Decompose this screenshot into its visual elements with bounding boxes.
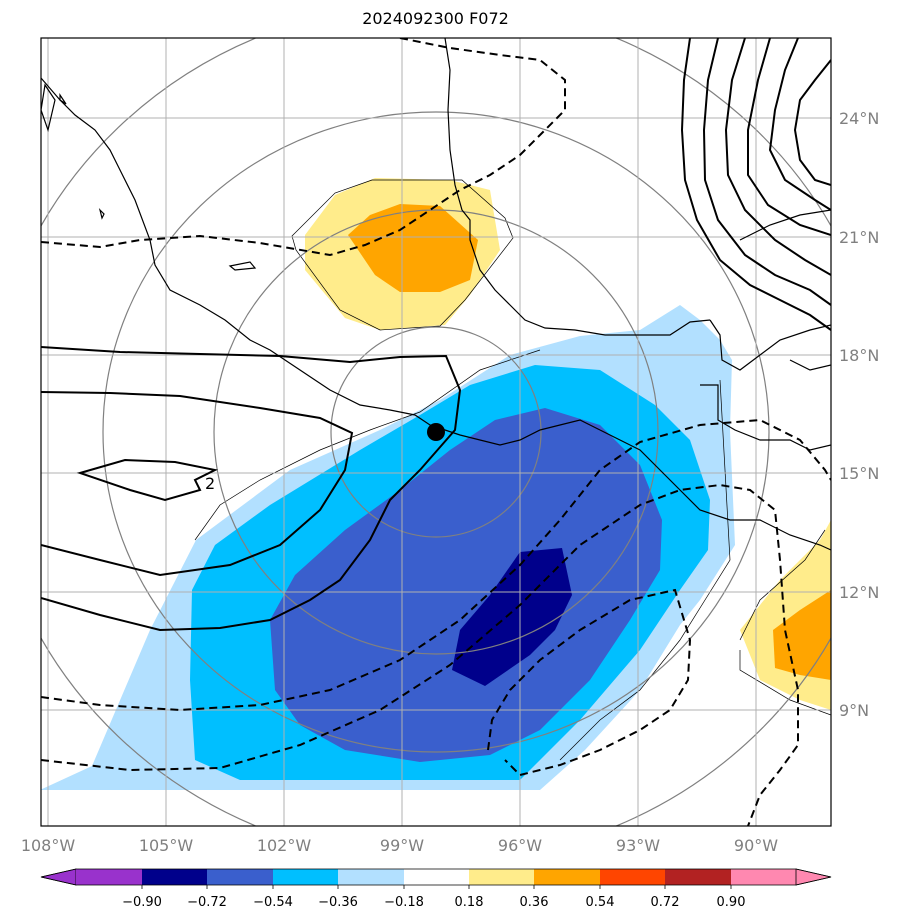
colorbar-segment — [207, 869, 273, 885]
colorbar-segment — [600, 869, 665, 885]
colorbar-segment — [76, 869, 142, 885]
latitude-labels: 9°N 12°N 15°N 18°N 21°N 24°N — [839, 109, 879, 720]
colorbar-segment — [273, 869, 338, 885]
lon-tick-label: 102°W — [257, 836, 312, 855]
dashed-contours — [41, 38, 831, 826]
range-rings — [41, 38, 831, 826]
map-panel — [41, 38, 831, 826]
colorbar-extend-low — [40, 868, 77, 886]
map-title: 2024092300 F072 — [362, 9, 509, 28]
map-frame — [40, 37, 832, 827]
colorbar-segment — [404, 869, 469, 885]
solid-contours — [41, 38, 831, 632]
anomaly-fill-orange-east — [773, 590, 831, 680]
negative-anomaly-shading — [41, 305, 735, 790]
lat-tick-label: 24°N — [839, 109, 879, 128]
colorbar-tick-label: −0.36 — [318, 895, 358, 910]
colorbar-segment — [142, 869, 207, 885]
colorbar-tick-label: −0.90 — [122, 895, 162, 910]
contour-label: 2 — [205, 474, 215, 493]
coastline-belize — [789, 359, 831, 371]
lon-tick-label: 105°W — [139, 836, 194, 855]
anomaly-fill-navy — [452, 548, 572, 686]
anomaly-fill-orange-north — [348, 204, 478, 292]
coastline-baja — [41, 83, 67, 133]
lat-tick-label: 15°N — [839, 464, 879, 483]
lon-tick-label: 96°W — [498, 836, 542, 855]
colorbar-tick-label: 0.18 — [455, 895, 484, 910]
low-center-contour — [76, 458, 219, 502]
colorbar-tick-label: 0.54 — [586, 895, 615, 910]
colorbar-extend-high — [795, 868, 832, 886]
anomaly-outline-thin — [194, 179, 831, 761]
colorbar-tick-label: 0.36 — [520, 895, 549, 910]
lat-tick-label: 9°N — [839, 701, 869, 720]
coastline-cuba — [739, 209, 831, 241]
colorbar-segment — [338, 869, 404, 885]
lon-tick-label: 93°W — [616, 836, 660, 855]
lon-tick-label: 99°W — [380, 836, 424, 855]
colorbar-segment — [534, 869, 600, 885]
colorbar-tick-label: 0.72 — [651, 895, 680, 910]
coastline-central-america — [599, 429, 831, 551]
island-1 — [98, 208, 105, 220]
colorbar-outline — [40, 868, 832, 886]
colorbar-segment — [665, 869, 731, 885]
colorbar-segment — [731, 869, 796, 885]
colorbar-segment — [469, 869, 534, 885]
lat-tick-label: 12°N — [839, 583, 879, 602]
island-2 — [228, 261, 257, 271]
coastline-yucatan — [709, 319, 831, 371]
storm-center-marker — [427, 423, 445, 441]
longitude-labels: 108°W 105°W 102°W 99°W 96°W 93°W 90°W — [21, 836, 778, 855]
colorbar-tick-label: 0.90 — [717, 895, 746, 910]
colorbar-tick-label: −0.54 — [253, 895, 293, 910]
lon-tick-label: 90°W — [734, 836, 778, 855]
lat-tick-label: 18°N — [839, 346, 879, 365]
lat-tick-label: 21°N — [839, 228, 879, 247]
coastline-gulf-mexico — [444, 38, 711, 336]
coastline-pacific-mexico — [41, 77, 601, 446]
colorbar-tick-label: −0.18 — [384, 895, 424, 910]
colorbar-tick-label: −0.72 — [187, 895, 227, 910]
colorbar: −0.90 −0.72 −0.54 −0.36 −0.18 0.18 0.36 … — [40, 868, 832, 910]
lon-tick-label: 108°W — [21, 836, 76, 855]
